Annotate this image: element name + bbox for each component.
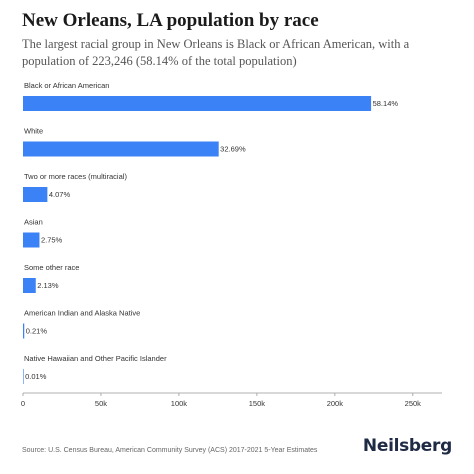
bar (23, 141, 219, 157)
bar (23, 278, 36, 293)
source-note: Source: U.S. Census Bureau, American Com… (22, 447, 318, 454)
chart-subtitle: The largest racial group in New Orleans … (22, 37, 410, 68)
category-label: White (24, 127, 43, 136)
category-label: Black or African American (24, 81, 109, 90)
category-label: Native Hawaiian and Other Pacific Island… (24, 354, 167, 363)
bar (23, 323, 25, 339)
value-label: 2.75% (41, 236, 63, 245)
bar (23, 232, 40, 248)
value-label: 58.14% (373, 99, 399, 108)
bar (23, 187, 48, 202)
x-tick-label: 200k (327, 399, 344, 408)
x-tick-label: 150k (249, 399, 266, 408)
brand-logo: Neilsberg (362, 436, 452, 456)
bar (23, 369, 24, 384)
value-label: 2.13% (37, 281, 59, 290)
bar (23, 96, 372, 111)
chart-title: New Orleans, LA population by race (22, 10, 319, 31)
value-label: 4.07% (49, 190, 71, 199)
value-label: 0.01% (25, 372, 47, 381)
x-tick-label: 50k (95, 399, 107, 408)
category-label: Some other race (24, 263, 79, 272)
x-tick-label: 250k (405, 399, 422, 408)
x-tick-label: 100k (171, 399, 188, 408)
category-label: Two or more races (multiracial) (24, 172, 127, 181)
x-tick-label: 0 (21, 399, 25, 408)
value-label: 32.69% (220, 145, 246, 154)
category-label: American Indian and Alaska Native (24, 309, 140, 318)
value-label: 0.21% (26, 327, 48, 336)
category-label: Asian (24, 218, 43, 227)
